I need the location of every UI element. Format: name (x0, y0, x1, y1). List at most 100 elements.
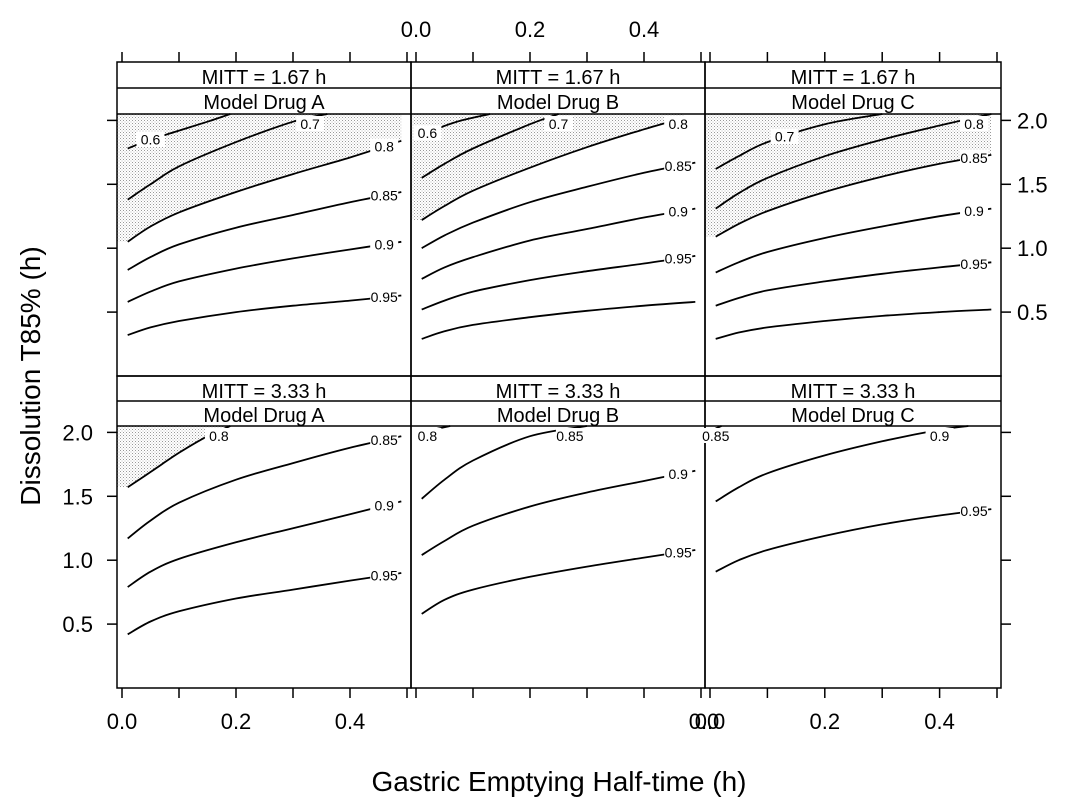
contour-label-bg (296, 116, 325, 131)
contour-line (127, 435, 402, 540)
contour-label-bg (664, 250, 693, 266)
y-tick-label-right: 1.0 (1017, 236, 1048, 261)
contour-label-bg (960, 503, 989, 519)
shaded-region-panel-0 (117, 114, 402, 242)
contour-label: 0.9 (374, 236, 394, 252)
contour-line (421, 161, 696, 249)
shaded-region-panel-3 (117, 426, 231, 488)
contour-label: 0.7 (549, 116, 569, 132)
x-tick-label-bottom: 0.2 (810, 709, 841, 734)
contour-line (127, 572, 402, 636)
contour-label-bg (664, 157, 693, 173)
contour-label: 0.95 (371, 568, 398, 584)
contour-label: 0.9 (668, 466, 688, 482)
contour-label-bg (370, 138, 399, 154)
y-tick-label-right: 0.5 (1017, 300, 1048, 325)
contour-label: 0.85 (702, 428, 729, 444)
contour-label-bg (701, 428, 730, 443)
strip-label-mitt: MITT = 3.33 h (496, 381, 621, 403)
strip-label-mitt: MITT = 1.67 h (791, 67, 916, 89)
contour-label: 0.8 (418, 428, 438, 444)
contour-label-bg (370, 567, 399, 583)
y-tick-label-left: 1.5 (62, 484, 93, 509)
contour-line (421, 301, 696, 340)
strip-label-drug: Model Drug C (791, 405, 914, 427)
contour-label: 0.85 (665, 158, 692, 174)
contour-label: 0.7 (775, 129, 795, 145)
contour-line (715, 508, 992, 573)
x-tick-label-top: 0.0 (401, 17, 432, 42)
contour-label: 0.7 (300, 116, 320, 132)
contour-line (715, 154, 992, 238)
contour-label: 0.95 (665, 545, 692, 561)
contour-line (421, 207, 696, 280)
contour-label: 0.95 (665, 250, 692, 266)
contour-label: 0.85 (960, 150, 987, 166)
contour-label-bg (370, 497, 399, 513)
y-tick-label-left: 0.5 (62, 612, 93, 637)
strip-label-drug: Model Drug C (791, 92, 914, 114)
contour-line (127, 500, 402, 588)
contour-line (421, 425, 588, 500)
contour-label: 0.9 (374, 498, 394, 514)
contour-label: 0.85 (371, 187, 398, 203)
contour-label-bg (770, 128, 799, 144)
contour-label: 0.6 (418, 125, 438, 141)
axis-ticks: 0.0 0.2 0.4 0.0 0.2 0.4 0.0 0.2 0.4 0.0 0.5 1.0 1.5 2… (62, 17, 1047, 734)
contour-label-bg (664, 203, 693, 219)
strip-label-drug: Model Drug B (497, 92, 619, 114)
contour-label-bg (960, 255, 989, 271)
contour-line (715, 113, 883, 170)
contour-line (715, 207, 992, 274)
contour-label-bg (555, 428, 584, 443)
contour-label: 0.8 (374, 138, 394, 154)
strip-label-drug: Model Drug B (497, 405, 619, 427)
contour-line (421, 113, 559, 179)
x-tick-label-bottom: 0.4 (335, 709, 366, 734)
contour-line (421, 549, 696, 615)
strip-label-mitt: MITT = 1.67 h (202, 67, 327, 89)
contour-label-bg (413, 125, 442, 141)
contour-label-bg (664, 116, 693, 131)
contour-label: 0.85 (556, 428, 583, 444)
contour-line (421, 255, 696, 311)
contour-line (421, 469, 696, 556)
panel-frame-5 (704, 375, 1002, 689)
contour-label: 0.8 (668, 116, 688, 132)
contour-line (127, 139, 402, 243)
y-axis-title: Dissolution T85% (h) (15, 246, 46, 505)
contour-line (127, 240, 402, 303)
contour-label: 0.8 (209, 428, 229, 444)
y-tick-label-left: 1.0 (62, 548, 93, 573)
x-tick-label-bottom: 0.2 (221, 709, 252, 734)
contour-label: 0.95 (371, 289, 398, 305)
contour-label-bg (960, 149, 989, 165)
contour-line (127, 294, 402, 336)
shaded-region-panel-2 (705, 114, 992, 237)
contour-label-bg (960, 116, 989, 131)
contour-label: 0.9 (930, 428, 950, 444)
contour-label: 0.95 (960, 256, 987, 272)
contour-labels: 0.6 0.7 0.8 0.85 0.9 0.95 0.6 0.7 0.8 0.85 0.9 0.95… (136, 116, 989, 584)
strip-label-mitt: MITT = 1.67 h (496, 67, 621, 89)
strip-label-drug: Model Drug A (203, 92, 325, 114)
contour-label-bg (664, 466, 693, 482)
contour-label: 0.6 (141, 132, 161, 148)
x-tick-label-bottom: 0.0 (107, 709, 138, 734)
contour-label: 0.9 (964, 203, 984, 219)
x-tick-label-top: 0.2 (515, 17, 546, 42)
contour-label: 0.9 (668, 204, 688, 220)
contour-label-bg (370, 187, 399, 203)
contour-label-bg (413, 428, 442, 443)
strip-label-mitt: MITT = 3.33 h (791, 381, 916, 403)
contour-label: 0.95 (960, 503, 987, 519)
contour-label-bg (370, 289, 399, 305)
contour-lines (127, 113, 992, 636)
contour-label-bg (136, 131, 165, 147)
x-axis-title: Gastric Emptying Half-time (h) (372, 766, 747, 797)
contour-line (715, 261, 992, 307)
x-tick-label-top: 0.4 (629, 17, 660, 42)
contour-label-bg (544, 116, 573, 131)
panel-frames (116, 61, 1002, 689)
